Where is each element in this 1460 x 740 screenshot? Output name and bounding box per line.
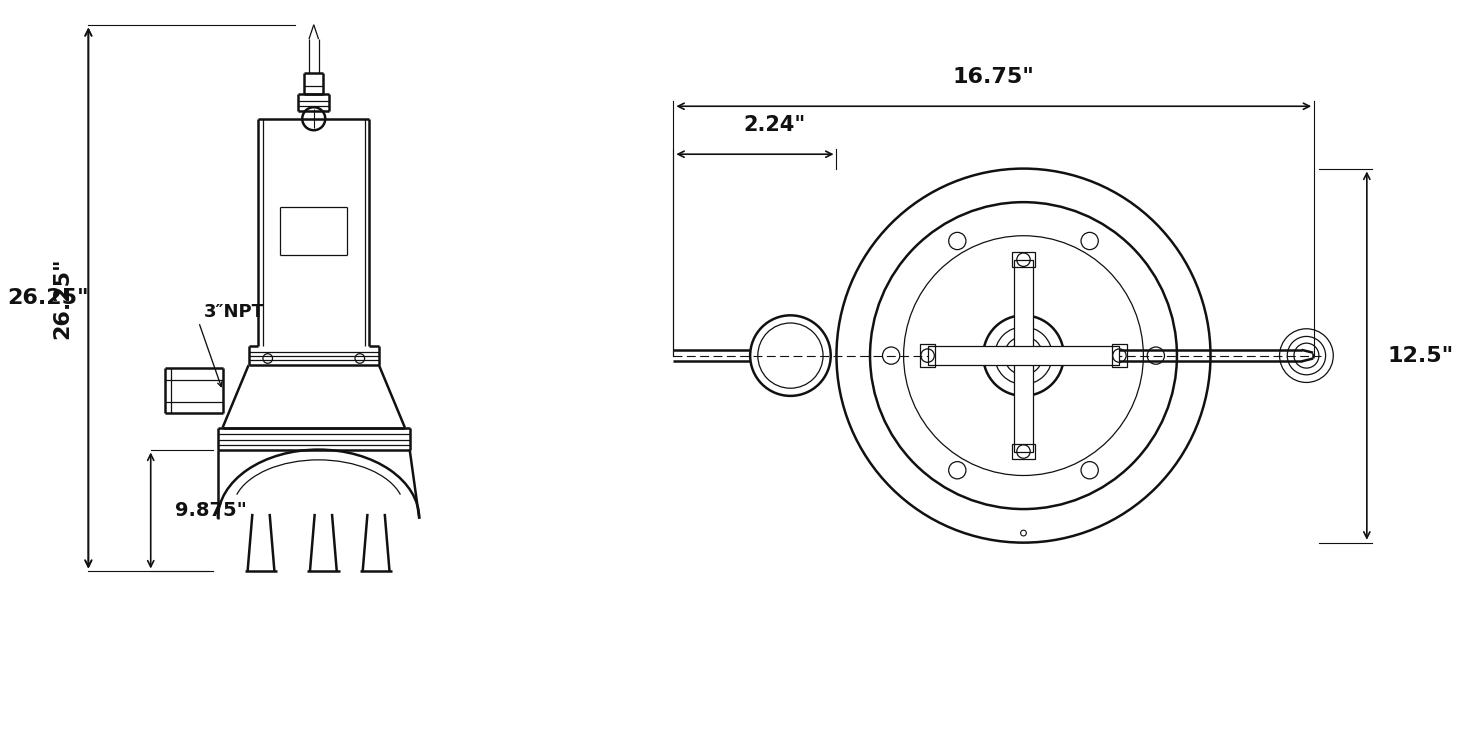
Polygon shape (1013, 260, 1034, 451)
Text: 3″NPT: 3″NPT (203, 303, 264, 321)
Text: 2.24": 2.24" (743, 115, 806, 135)
Text: 26.25": 26.25" (53, 258, 73, 339)
Text: 12.5": 12.5" (1388, 346, 1454, 366)
Text: 16.75": 16.75" (953, 67, 1035, 87)
Polygon shape (927, 346, 1120, 366)
Text: 9.875": 9.875" (175, 501, 247, 520)
Text: 26.25": 26.25" (7, 288, 89, 308)
